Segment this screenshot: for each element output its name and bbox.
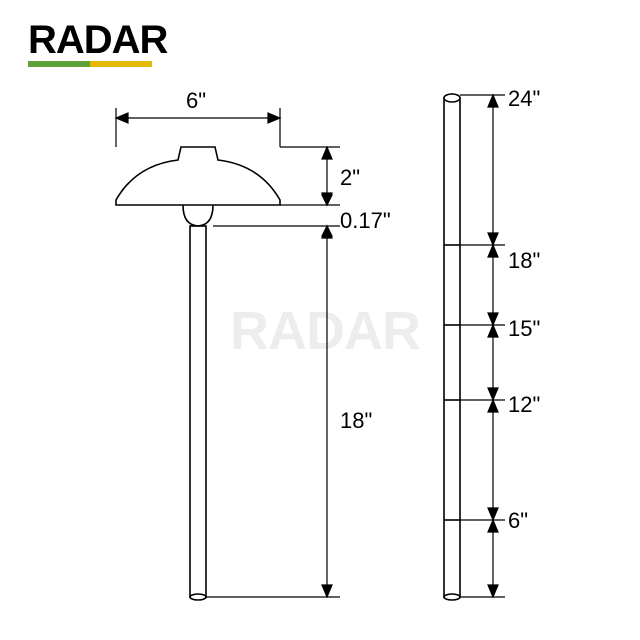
lamp-cap	[116, 147, 280, 205]
arrow	[488, 585, 498, 597]
dim-cap-height: 2"	[340, 165, 360, 191]
arrow	[488, 245, 498, 257]
arrow	[488, 520, 498, 532]
lamp-stem	[190, 226, 206, 597]
arrow	[488, 400, 498, 412]
dim-stem-height: 18"	[340, 408, 372, 434]
pole-body	[444, 94, 460, 597]
pole-bottom-cap	[444, 594, 460, 600]
dim-cap-gap: 0.17"	[340, 208, 391, 234]
dim-pole-6: 6"	[508, 508, 528, 534]
dim-pole-12: 12"	[508, 392, 540, 418]
lamp-bulb	[183, 205, 213, 226]
arrow	[322, 585, 332, 597]
arrow	[322, 195, 332, 205]
dim-pole-18: 18"	[508, 248, 540, 274]
arrow	[488, 388, 498, 400]
dim-pole-24: 24"	[508, 86, 540, 112]
arrow	[488, 313, 498, 325]
arrow	[488, 95, 498, 107]
dim-pole-15: 15"	[508, 316, 540, 342]
technical-drawing	[0, 0, 640, 640]
arrow	[488, 325, 498, 337]
arrow	[488, 233, 498, 245]
arrow	[116, 113, 128, 123]
arrow	[322, 147, 332, 159]
arrow	[268, 113, 280, 123]
lamp-stem-bottom	[190, 594, 206, 600]
pole-top-cap	[444, 94, 460, 102]
dim-cap-width: 6"	[186, 88, 206, 114]
arrow	[488, 508, 498, 520]
